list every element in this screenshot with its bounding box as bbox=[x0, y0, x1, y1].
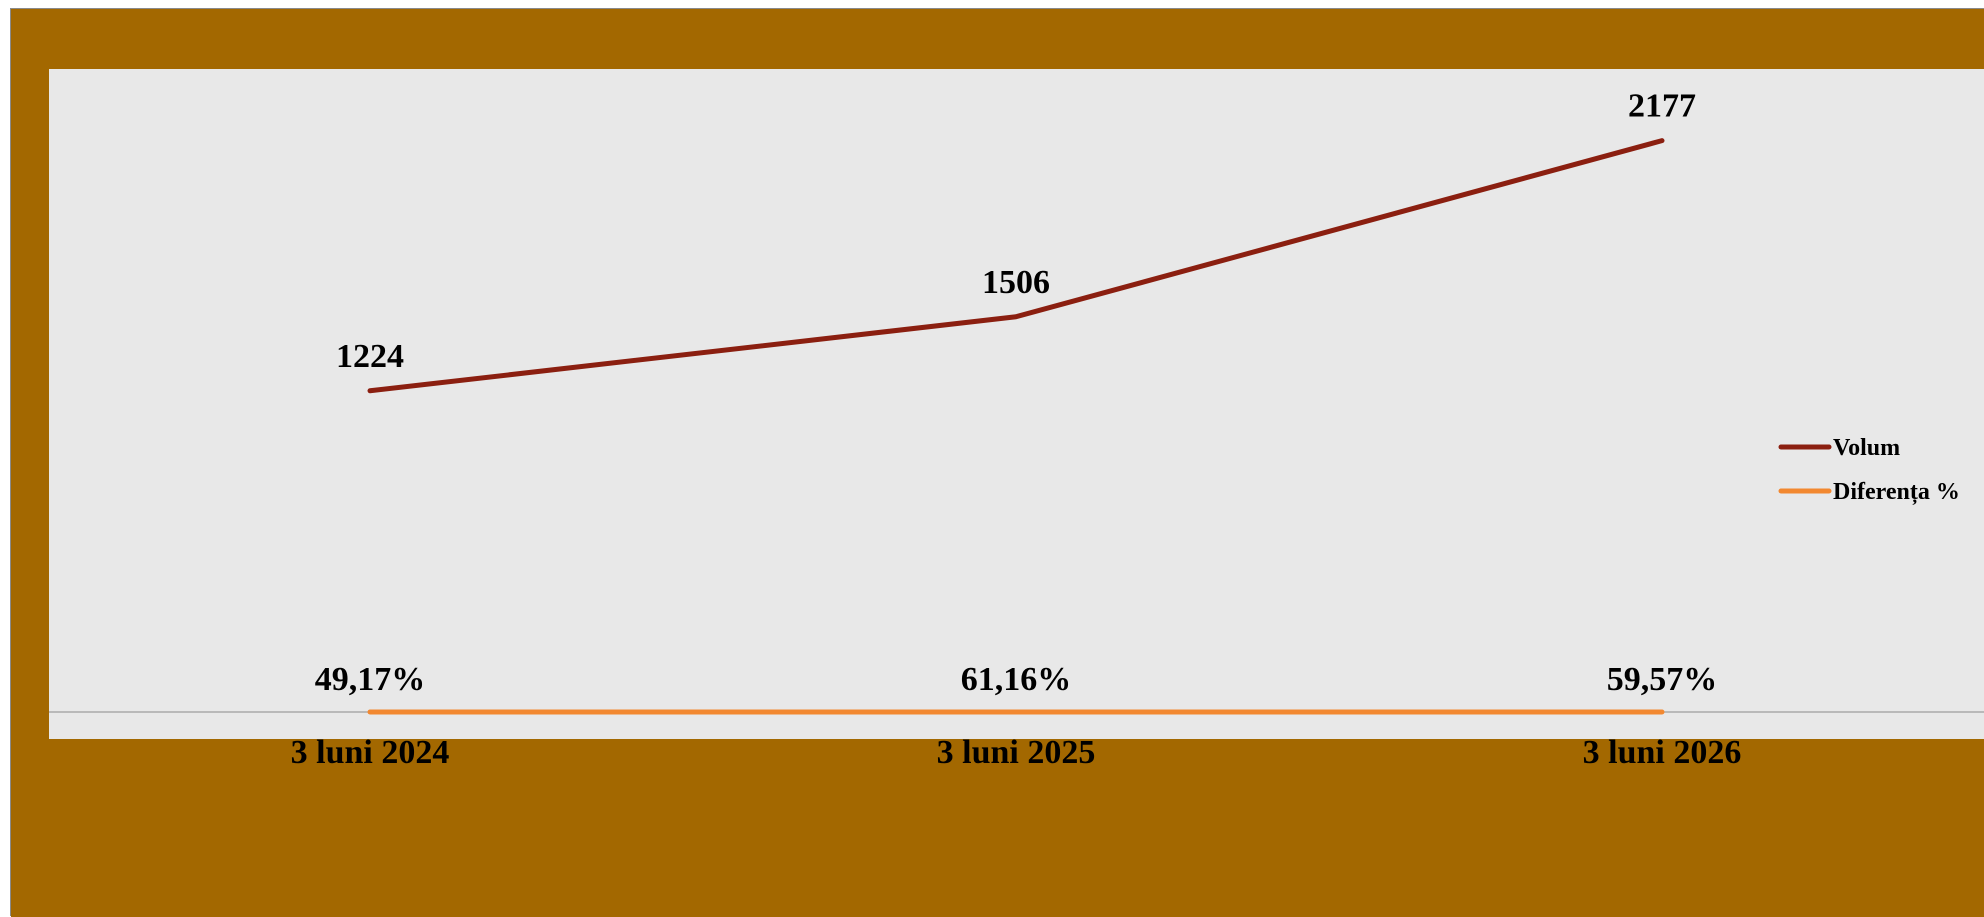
x-tick-label: 3 luni 2025 bbox=[937, 734, 1096, 771]
data-label-volum: 1224 bbox=[336, 338, 404, 375]
legend-label-diferenta: Diferența % bbox=[1833, 479, 1960, 505]
data-label-volum: 2177 bbox=[1628, 88, 1696, 125]
chart-frame: 1224 1506 2177 49,17% 61,16% 59,57% 3 luni 20… bbox=[10, 8, 1984, 917]
legend-label-volum: Volum bbox=[1833, 435, 1900, 461]
line-chart: 1224 1506 2177 49,17% 61,16% 59,57% 3 luni 20… bbox=[11, 9, 1984, 917]
legend: Volum Diferența % bbox=[1778, 435, 1960, 505]
series-line-volum bbox=[367, 138, 1665, 394]
data-label-diferenta: 59,57% bbox=[1607, 661, 1718, 698]
data-label-diferenta: 61,16% bbox=[961, 661, 1072, 698]
data-label-diferenta: 49,17% bbox=[315, 661, 426, 698]
series-layer: 1224 1506 2177 49,17% 61,16% 59,57% bbox=[315, 88, 1718, 715]
x-axis-labels: 3 luni 2024 3 luni 2025 3 luni 2026 bbox=[291, 734, 1742, 771]
plot-area bbox=[49, 69, 1984, 739]
x-tick-label: 3 luni 2024 bbox=[291, 734, 450, 771]
data-label-volum: 1506 bbox=[982, 264, 1050, 301]
x-tick-label: 3 luni 2026 bbox=[1583, 734, 1742, 771]
